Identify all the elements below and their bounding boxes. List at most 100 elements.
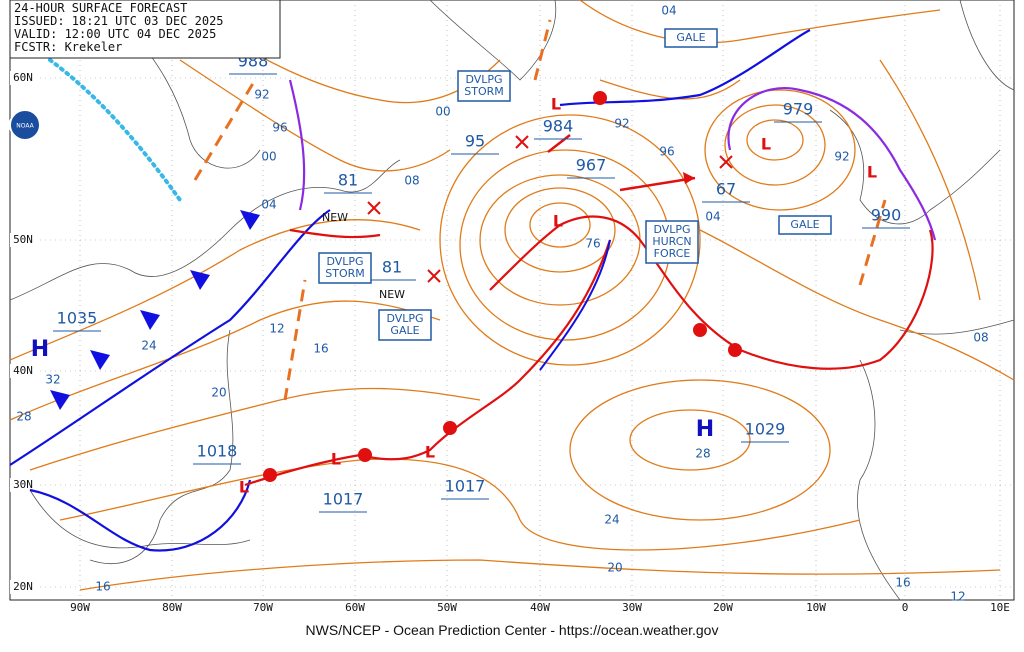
longitude-label-box xyxy=(526,601,554,615)
isobar-label: 12 xyxy=(269,322,284,336)
warning-text: DVLPG xyxy=(465,73,502,86)
new-label: NEW xyxy=(322,211,348,224)
longitude-label-box xyxy=(891,601,919,615)
center-pressure: 1035 xyxy=(57,309,98,328)
low-symbols: L L L L L L L xyxy=(239,95,877,497)
isobar-label: 24 xyxy=(604,513,619,527)
longitude-label: 10W xyxy=(806,601,826,614)
longitude-label-box xyxy=(986,601,1014,615)
warning-text: DVLPG xyxy=(326,255,363,268)
low-symbol: L xyxy=(331,450,341,469)
longitude-label-box xyxy=(158,601,186,615)
latitude-label-box xyxy=(10,478,36,492)
center-pressure: 95 xyxy=(465,132,485,151)
latitude-label: 20N xyxy=(13,580,33,593)
header-title: 24-HOUR SURFACE FORECAST xyxy=(14,1,187,15)
center-pressure: 984 xyxy=(543,117,574,136)
latitude-label: 60N xyxy=(13,71,33,84)
center-pressure: 1018 xyxy=(197,442,238,461)
center-pressure: 967 xyxy=(576,156,607,175)
warning-text: HURCN xyxy=(652,235,691,248)
longitude-label: 30W xyxy=(622,601,642,614)
warning-box xyxy=(378,309,432,341)
isobar-label: 28 xyxy=(16,410,31,424)
longitude-label: 0 xyxy=(902,601,909,614)
header-valid: VALID: 12:00 UTC 04 DEC 2025 xyxy=(14,27,216,41)
header-issued: ISSUED: 18:21 UTC 03 DEC 2025 xyxy=(14,14,224,28)
center-pressure: 1029 xyxy=(745,420,786,439)
graticule: 60N 50N 40N 30N 20N 90W 80W 70W 60W 50W 40W 30W 20W 1… xyxy=(10,0,1014,615)
longitude-label: 50W xyxy=(437,601,457,614)
low-symbol: L xyxy=(551,95,561,114)
isobar-label: 16 xyxy=(313,342,328,356)
longitude-label-box xyxy=(249,601,277,615)
isobar-label: 00 xyxy=(435,105,450,119)
isobar-label: 24 xyxy=(141,339,156,353)
center-pressure: 1017 xyxy=(323,490,364,509)
isobar-label: 20 xyxy=(211,386,226,400)
warning-text: GALE xyxy=(790,218,819,231)
warning-box xyxy=(645,220,699,264)
footer: NWS/NCEP - Ocean Prediction Center - htt… xyxy=(306,622,719,638)
latitude-label: 50N xyxy=(13,233,33,246)
longitude-label: 80W xyxy=(162,601,182,614)
longitude-label-box xyxy=(433,601,461,615)
center-pressure: 81 xyxy=(382,258,402,277)
isobar-label: 20 xyxy=(607,561,622,575)
warning-text: GALE xyxy=(390,324,419,337)
map-frame xyxy=(9,0,1015,601)
high-symbol: H xyxy=(31,337,49,362)
isobar-label: 92 xyxy=(834,150,849,164)
isobar-label: 08 xyxy=(973,331,988,345)
warning-text: DVLPG xyxy=(386,312,423,325)
isobar-label: 04 xyxy=(705,210,720,224)
isobar-label: 96 xyxy=(272,121,287,135)
longitude-label-box xyxy=(709,601,737,615)
longitude-label-box xyxy=(618,601,646,615)
low-symbol: L xyxy=(867,163,877,182)
low-symbol: L xyxy=(761,135,771,154)
coastlines xyxy=(9,0,1015,601)
warning-box xyxy=(457,70,511,102)
warning-box xyxy=(318,252,372,284)
warning-text: STORM xyxy=(464,85,504,98)
warning-box xyxy=(778,215,832,235)
low-symbol: L xyxy=(239,478,249,497)
warning-text: GALE xyxy=(676,31,705,44)
isobar-label: 32 xyxy=(45,373,60,387)
latitude-label: 40N xyxy=(13,364,33,377)
longitude-label: 40W xyxy=(530,601,550,614)
longitude-label: 70W xyxy=(253,601,273,614)
header-box xyxy=(9,0,281,59)
isobar-label: 04 xyxy=(661,4,676,18)
isobar-label: 08 xyxy=(404,174,419,188)
isobars xyxy=(9,0,1015,591)
isobar-label: 00 xyxy=(261,150,276,164)
isobar-label: 16 xyxy=(95,580,110,594)
longitude-label: 10E xyxy=(990,601,1010,614)
center-pressure: 81 xyxy=(338,171,358,190)
latitude-label-box xyxy=(10,233,36,247)
warning-box xyxy=(664,28,718,48)
center-pressure: 1017 xyxy=(445,477,486,496)
header-forecaster: FCSTR: Krekeler xyxy=(14,40,122,54)
fronts xyxy=(9,19,937,552)
longitude-label: 60W xyxy=(345,601,365,614)
latitude-label-box xyxy=(10,364,36,378)
noaa-logo-text: NOAA xyxy=(16,123,34,130)
isobar-label: 04 xyxy=(261,198,276,212)
map-annotations: 9889849679799908181951035101810171017102… xyxy=(16,4,988,604)
latitude-label: 30N xyxy=(13,478,33,491)
latitude-label-box xyxy=(10,580,36,594)
longitude-label-box xyxy=(66,601,94,615)
center-pressure: 979 xyxy=(783,100,814,119)
low-symbol: L xyxy=(425,443,435,462)
longitude-label-box xyxy=(802,601,830,615)
isobar-label: 12 xyxy=(950,590,965,604)
noaa-logo xyxy=(9,109,41,141)
warning-text: DVLPG xyxy=(653,223,690,236)
isobar-label: 92 xyxy=(254,88,269,102)
high-symbol: H xyxy=(696,417,714,442)
future-positions xyxy=(367,135,733,283)
warning-text: FORCE xyxy=(654,247,691,260)
